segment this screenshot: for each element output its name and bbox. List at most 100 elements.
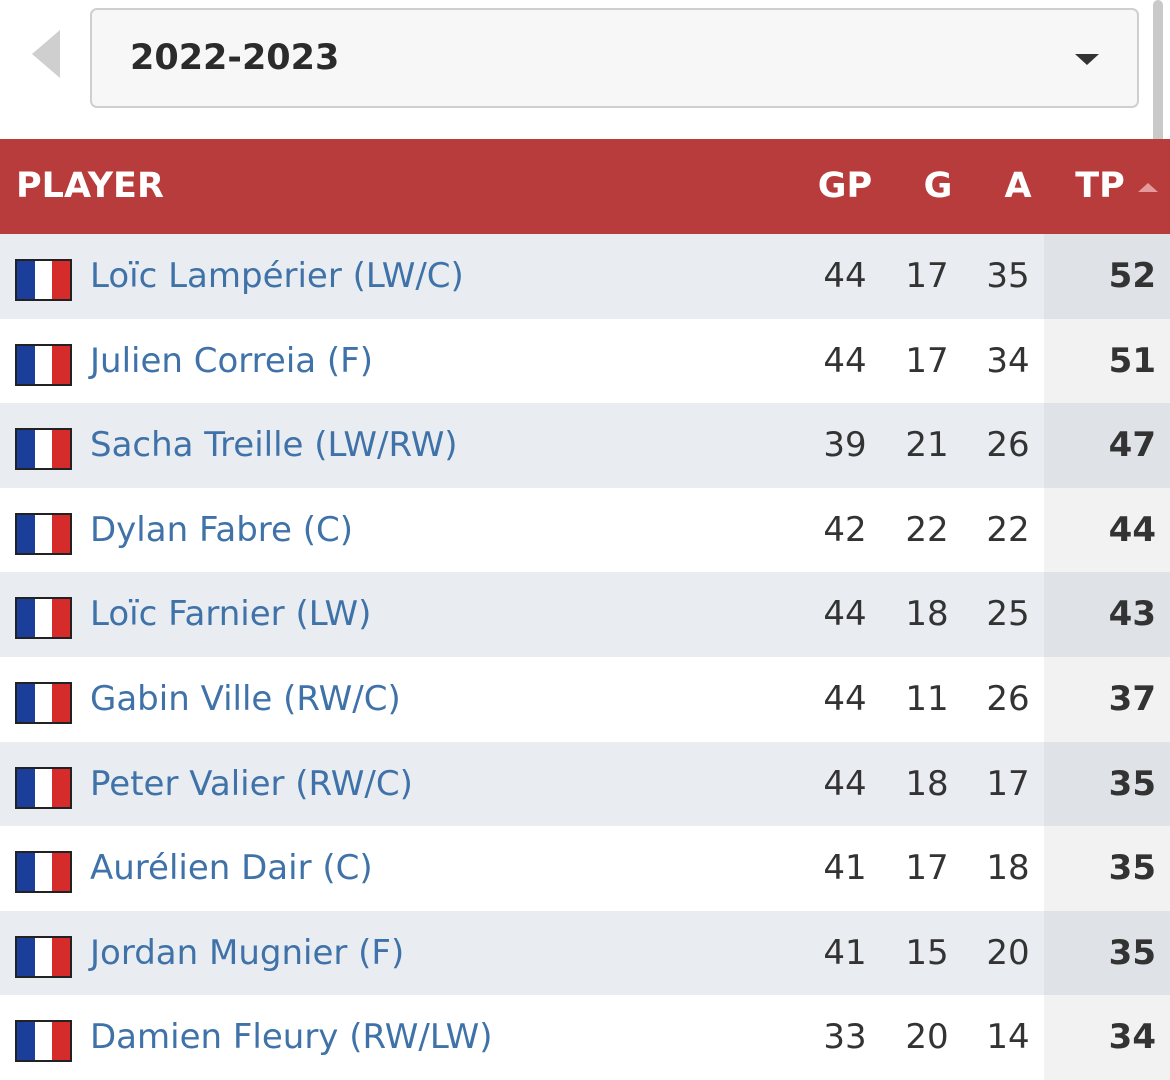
flag-icon xyxy=(15,935,72,978)
stat-gp: 44 xyxy=(823,340,867,381)
stat-a: 34 xyxy=(986,340,1030,381)
flag-stripe xyxy=(17,599,35,638)
flag-stripe xyxy=(34,599,53,638)
stat-gp: 44 xyxy=(823,679,867,719)
player-link[interactable]: Julien Correia (F) xyxy=(90,340,373,381)
table-row: Aurélien Dair (C) 41 17 18 35 xyxy=(0,826,1170,912)
flag-stripe xyxy=(52,853,71,892)
stat-gp: 42 xyxy=(823,509,867,550)
stat-g: 15 xyxy=(905,932,949,973)
player-link[interactable]: Aurélien Dair (C) xyxy=(90,848,373,889)
table-row: Loïc Lampérier (LW/C) 44 17 35 52 xyxy=(0,234,1170,319)
flag-stripe xyxy=(17,430,35,469)
flag-icon xyxy=(15,512,72,555)
table-row: Sacha Treille (LW/RW) 39 21 26 47 xyxy=(0,403,1170,489)
dropdown-caret xyxy=(1075,54,1099,65)
stat-a: 26 xyxy=(986,425,1030,466)
flag-stripe xyxy=(52,345,71,384)
player-link[interactable]: Jordan Mugnier (F) xyxy=(90,932,405,973)
stat-gp: 41 xyxy=(823,848,867,889)
flag-stripe xyxy=(34,261,53,299)
player-link[interactable]: Loïc Farnier (LW) xyxy=(90,594,372,635)
stat-gp: 39 xyxy=(823,425,867,466)
stat-g: 18 xyxy=(905,763,949,804)
stat-g: 17 xyxy=(905,256,949,296)
flag-stripe xyxy=(34,768,53,807)
stat-tp: 35 xyxy=(1108,848,1156,889)
stat-g: 11 xyxy=(905,679,949,719)
table-row: Jordan Mugnier (F) 41 15 20 35 xyxy=(0,910,1170,996)
stat-gp: 44 xyxy=(823,594,867,635)
season-value: 2022-2023 xyxy=(130,38,340,78)
stat-gp: 44 xyxy=(823,763,867,804)
flag-icon xyxy=(15,597,72,640)
flag-stripe xyxy=(34,514,53,553)
table-row: Dylan Fabre (C) 42 22 22 44 xyxy=(0,487,1170,573)
stat-tp: 52 xyxy=(1108,256,1156,296)
stat-a: 14 xyxy=(986,1017,1030,1058)
flag-stripe xyxy=(17,768,35,807)
tp-cell-bg xyxy=(1044,657,1170,742)
flag-icon xyxy=(15,851,72,894)
flag-stripe xyxy=(17,1022,35,1061)
column-header[interactable]: G xyxy=(923,166,953,206)
column-header[interactable]: PLAYER xyxy=(16,166,164,206)
flag-stripe xyxy=(17,937,35,976)
column-header[interactable]: TP xyxy=(1075,166,1125,206)
previous-season-arrow[interactable] xyxy=(32,30,60,78)
sort-indicator xyxy=(1138,183,1158,192)
flag-icon xyxy=(15,682,72,724)
flag-stripe xyxy=(34,853,53,892)
tp-cell-bg xyxy=(1044,487,1170,573)
flag-icon xyxy=(15,428,72,471)
table-header: PLAYER GP G A TP xyxy=(0,139,1170,234)
tp-cell-bg xyxy=(1044,572,1170,658)
tp-cell-bg xyxy=(1044,995,1170,1080)
stat-a: 20 xyxy=(986,932,1030,973)
stat-a: 17 xyxy=(986,763,1030,804)
player-link[interactable]: Sacha Treille (LW/RW) xyxy=(90,425,458,466)
player-link[interactable]: Dylan Fabre (C) xyxy=(90,509,354,550)
flag-stripe xyxy=(52,599,71,638)
flag-stripe xyxy=(52,430,71,469)
season-select[interactable]: 2022-2023 xyxy=(90,8,1139,108)
table-row: Gabin Ville (RW/C) 44 11 26 37 xyxy=(0,657,1170,742)
flag-stripe xyxy=(17,853,35,892)
stat-tp: 51 xyxy=(1108,340,1156,381)
table-row: Julien Correia (F) 44 17 34 51 xyxy=(0,318,1170,404)
tp-cell-bg xyxy=(1044,910,1170,996)
tp-cell-bg xyxy=(1044,318,1170,404)
player-link[interactable]: Damien Fleury (RW/LW) xyxy=(90,1017,493,1058)
flag-stripe xyxy=(52,768,71,807)
stat-gp: 33 xyxy=(823,1017,867,1058)
table-row: Loïc Farnier (LW) 44 18 25 43 xyxy=(0,572,1170,658)
stat-g: 17 xyxy=(905,848,949,889)
flag-stripe xyxy=(17,684,35,722)
player-link[interactable]: Gabin Ville (RW/C) xyxy=(90,679,401,719)
column-header[interactable]: A xyxy=(1004,166,1032,206)
flag-stripe xyxy=(52,261,71,299)
flag-stripe xyxy=(17,514,35,553)
stat-gp: 44 xyxy=(823,256,867,296)
player-link[interactable]: Loïc Lampérier (LW/C) xyxy=(90,256,464,296)
flag-stripe xyxy=(52,1022,71,1061)
stat-g: 17 xyxy=(905,340,949,381)
flag-stripe xyxy=(34,345,53,384)
stat-g: 22 xyxy=(905,509,949,550)
stat-tp: 43 xyxy=(1108,594,1156,635)
stat-g: 18 xyxy=(905,594,949,635)
tp-cell-bg xyxy=(1044,826,1170,912)
stat-g: 20 xyxy=(905,1017,949,1058)
tp-cell-bg xyxy=(1044,403,1170,489)
stat-g: 21 xyxy=(905,425,949,466)
column-header[interactable]: GP xyxy=(817,166,873,206)
flag-stripe xyxy=(34,1022,53,1061)
scrollbar xyxy=(1153,0,1163,168)
stat-tp: 34 xyxy=(1108,1017,1156,1058)
flag-stripe xyxy=(52,937,71,976)
table-row: Peter Valier (RW/C) 44 18 17 35 xyxy=(0,741,1170,827)
flag-icon xyxy=(15,1020,72,1063)
table-row: Damien Fleury (RW/LW) 33 20 14 34 xyxy=(0,995,1170,1080)
player-link[interactable]: Peter Valier (RW/C) xyxy=(90,763,413,804)
